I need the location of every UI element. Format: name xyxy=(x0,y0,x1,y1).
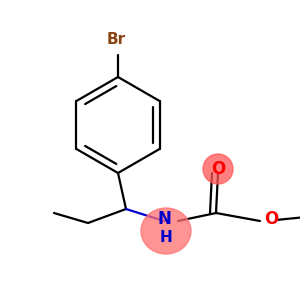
Text: N: N xyxy=(157,210,171,228)
Circle shape xyxy=(203,154,233,184)
Text: O: O xyxy=(264,210,278,228)
Text: Br: Br xyxy=(106,32,126,47)
Text: H: H xyxy=(160,230,172,244)
Text: O: O xyxy=(211,160,225,178)
Ellipse shape xyxy=(141,208,191,254)
